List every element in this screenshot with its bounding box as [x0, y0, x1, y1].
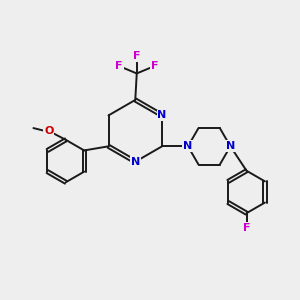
Text: F: F: [243, 223, 250, 233]
Text: N: N: [183, 141, 193, 151]
Text: N: N: [226, 141, 235, 151]
Text: F: F: [115, 61, 123, 71]
Text: N: N: [158, 110, 167, 120]
Text: F: F: [151, 61, 158, 71]
Text: N: N: [131, 157, 140, 167]
Text: O: O: [44, 126, 53, 136]
Text: F: F: [133, 51, 140, 61]
